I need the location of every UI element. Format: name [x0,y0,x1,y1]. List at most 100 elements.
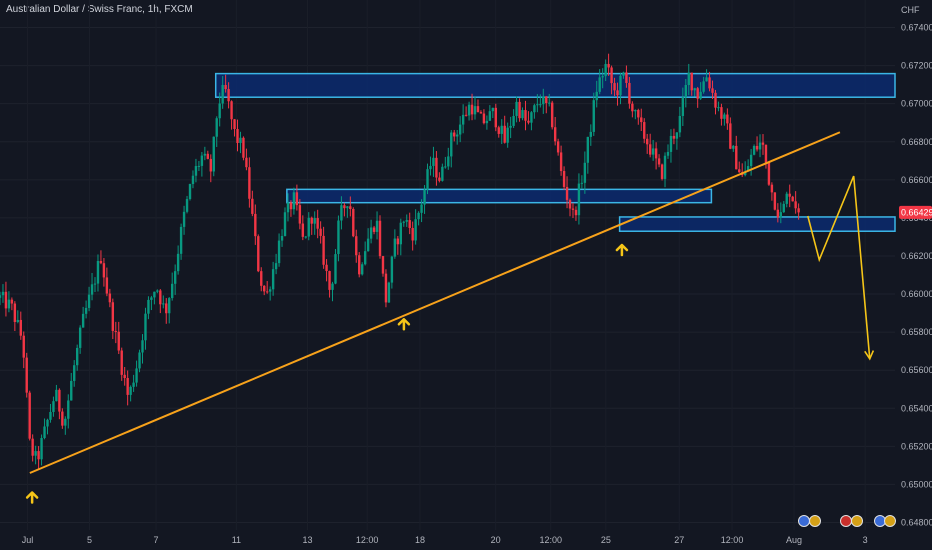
candle-body [75,347,79,366]
candle-body [420,204,423,213]
candle-body [22,335,25,358]
candle-body [49,411,52,420]
currency-label: CHF [901,5,920,15]
candle-body [735,145,738,170]
candle-body [515,101,518,116]
candle-body [331,283,334,290]
supply-demand-zones[interactable] [214,72,896,232]
price-axis[interactable]: CHF 0.67400 0.67200 0.67000 0.66800 0.66600 0… [901,5,932,528]
candle-body [542,96,545,105]
event-icon[interactable] [840,515,852,527]
candle-body [592,100,595,132]
candle-body [144,313,147,341]
candle-body [797,208,800,213]
candle-body [660,164,664,179]
candle-body [274,263,278,270]
candle-body [628,82,631,104]
candle-body [0,295,2,298]
candles [0,53,800,470]
candle-body [265,291,269,293]
candle-body [675,132,679,139]
candle-body [58,389,61,412]
candle-body [13,303,17,323]
candle-body [165,303,168,314]
candle-body [310,217,313,224]
candle-body [378,220,382,257]
candle-body [782,203,785,213]
candle-body [159,290,162,305]
y-tick-label: 0.66000 [901,289,932,299]
candle-body [770,184,774,193]
trendline-layer[interactable] [29,131,841,474]
candle-body [678,115,682,133]
candle-body [271,269,275,290]
candle-body [646,138,649,145]
candle-body [334,254,337,284]
candle-body [568,199,572,209]
candle-body [657,158,661,165]
zone-rectangle[interactable] [286,188,713,204]
candle-body [141,340,144,353]
last-price-value: 0.66429 [901,207,932,217]
candle-body [209,158,212,172]
candle-body [399,222,402,245]
candle-body [87,294,91,308]
candle-body [464,114,468,116]
candle-body [117,331,120,351]
event-icon[interactable] [809,515,821,527]
candle-body [295,192,299,206]
candle-body [634,109,637,112]
candle-body [473,106,477,115]
candle-body [355,236,358,256]
candle-body [429,165,432,170]
candle-body [96,260,100,284]
candle-body [616,90,619,96]
candle-body [717,107,720,109]
candle-body [64,418,67,426]
candle-body [73,365,76,381]
candle-body [170,283,174,299]
event-icon[interactable] [874,515,886,527]
candle-body [761,142,765,145]
candle-body [648,144,652,155]
event-icon[interactable] [851,515,863,527]
candle-body [699,91,702,99]
projection-path[interactable] [807,175,871,359]
zone-rectangle[interactable] [214,72,896,98]
time-axis[interactable]: Jul 5 7 11 13 12:00 18 20 12:00 25 27 12:00 Aug 3 [22,535,868,545]
y-tick-label: 0.66600 [901,175,932,185]
candle-body [607,63,610,68]
candle-body [203,153,207,156]
candle-body [640,117,643,123]
candle-body [328,271,331,290]
event-icon[interactable] [798,515,810,527]
candle-body [268,289,272,292]
candle-body [509,125,512,128]
candle-body [340,205,343,221]
candle-body [239,137,242,143]
candle-body [601,76,604,78]
projection-layer[interactable] [807,175,875,361]
zone-rectangle[interactable] [618,216,896,232]
candle-body [432,157,435,166]
candle-body [444,166,447,168]
y-tick-label: 0.65400 [901,403,932,413]
trendline[interactable] [29,131,841,474]
y-tick-label: 0.65000 [901,479,932,489]
candle-body [67,400,70,419]
candle-body [390,256,394,283]
event-icons[interactable] [798,515,896,527]
candle-body [714,92,717,108]
candle-body [126,378,129,395]
candle-body [224,84,227,90]
x-tick-label: 12:00 [721,535,744,545]
candle-body [408,220,411,228]
candle-body [280,235,284,241]
candle-body [242,137,245,158]
candle-body [539,104,542,106]
candle-body [589,131,592,137]
event-icon[interactable] [884,515,896,527]
candle-body [565,186,569,200]
candle-body [643,122,646,139]
